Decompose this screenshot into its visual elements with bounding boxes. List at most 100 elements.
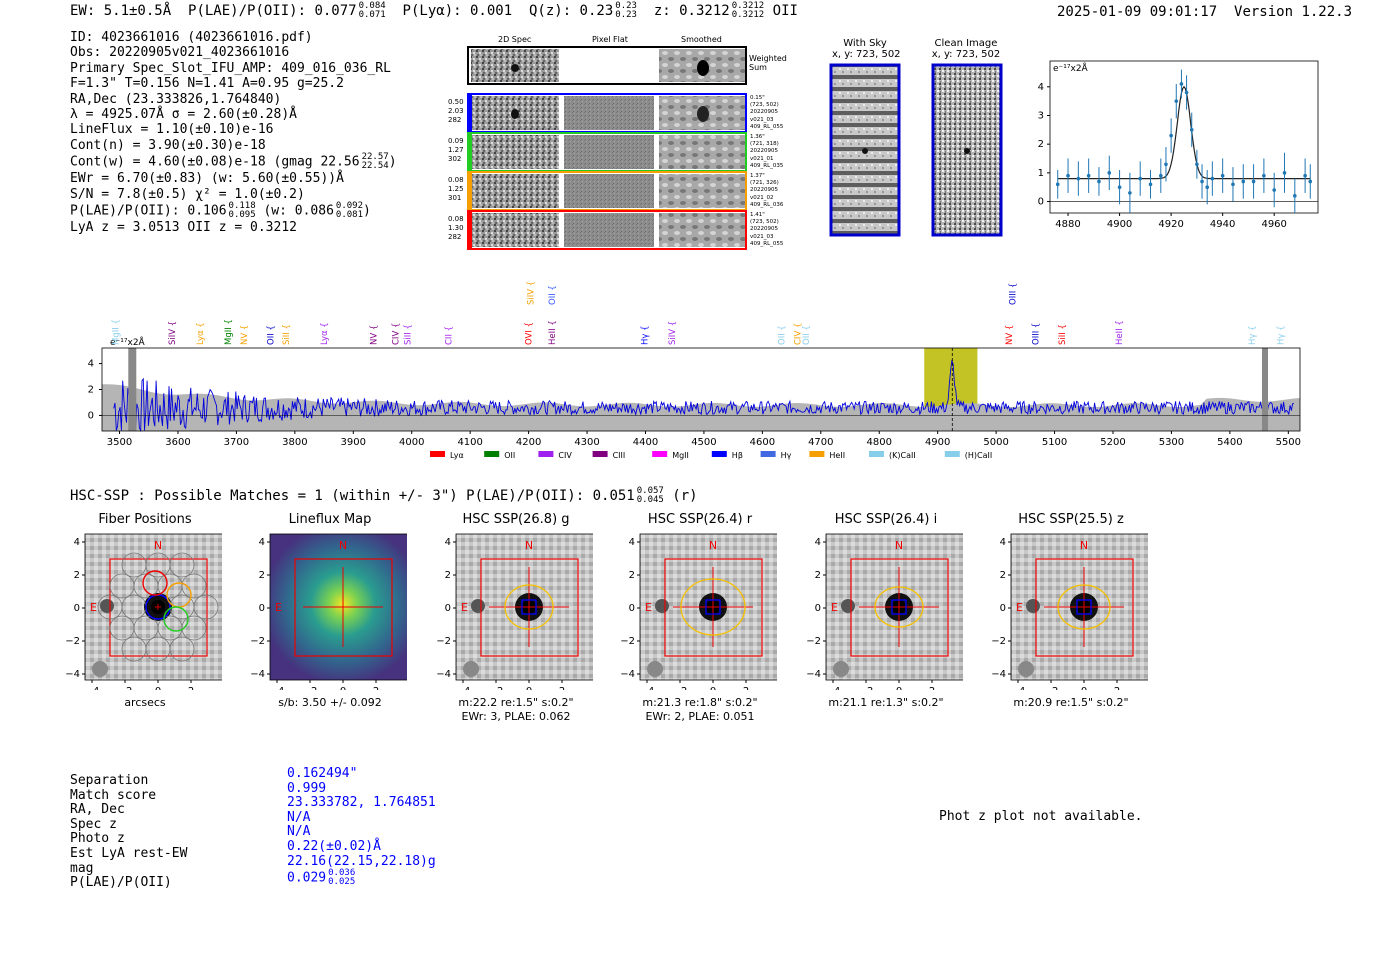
legend-label: MgII xyxy=(672,451,689,460)
spectral-line-label: CII { xyxy=(445,326,455,345)
fit-data-point xyxy=(1241,179,1246,184)
z-range: 0.3212 0.3212 xyxy=(731,1,765,20)
panel-xtick-label: −4 xyxy=(826,686,841,690)
plae-range: 0.084 0.071 xyxy=(358,1,386,20)
panel-xtick-label: −2 xyxy=(489,686,504,690)
east-label: E xyxy=(461,601,468,614)
clean-source xyxy=(964,148,970,154)
version: Version 1.22.3 xyxy=(1234,4,1353,20)
east-label: E xyxy=(645,601,652,614)
legend-swatch xyxy=(652,451,668,457)
photz-note: Phot z plot not available. xyxy=(939,809,1143,824)
fit-data-point xyxy=(1195,162,1199,167)
fit-data-point xyxy=(1159,173,1163,178)
panel-xtick-label: 0 xyxy=(896,686,902,690)
cutout-right-values: 1.36" (721, 318) 20220905 v021_01 409_RL_035 xyxy=(750,134,784,169)
match-marker xyxy=(1076,599,1092,615)
hsc-panel-image: N E −4 −2 0 2 4 4 2 0 −2 −4 xyxy=(991,533,1148,690)
cutout-right-values: 0.15" (723, 502) 20220905 v021_03 409_RL_055 xyxy=(750,95,784,130)
match-labels: Separation Match score RA, Dec Spec z Photo … xyxy=(70,773,187,891)
panel-ytick-label: −2 xyxy=(65,636,80,647)
fiber-circle xyxy=(193,594,219,620)
cutout-grid xyxy=(467,46,747,250)
spectral-line-label: SiII { xyxy=(282,324,292,345)
fit-xtick-label: 4900 xyxy=(1107,219,1132,230)
panel-xtick-label: 2 xyxy=(743,686,749,690)
legend-swatch xyxy=(430,451,445,457)
panel-ytick-label: 2 xyxy=(815,570,821,581)
match-value: 0.162494" xyxy=(287,766,358,781)
match-label: Separation xyxy=(70,773,149,788)
spectrum-xtick-label: 3900 xyxy=(341,437,366,448)
hsc-panel-caption: s/b: 3.50 +/- 0.092 xyxy=(278,696,382,709)
spectral-line-label: SiII { xyxy=(1058,324,1068,345)
panel-xtick-label: −2 xyxy=(673,686,688,690)
match-value: 0.999 xyxy=(287,780,327,796)
legend-swatch xyxy=(944,451,960,457)
panel-ytick-label: 2 xyxy=(259,570,265,581)
fit-data-point xyxy=(1262,173,1266,178)
spectral-line-label: HeII { xyxy=(548,320,558,345)
east-label: E xyxy=(1016,601,1023,614)
panel-xtick-label: 0 xyxy=(1081,686,1087,690)
aperture-ellipse xyxy=(504,584,554,630)
panel-ytick-label: −4 xyxy=(991,669,1006,680)
fiber-green xyxy=(163,606,189,632)
panel-ytick-label: −4 xyxy=(436,669,451,680)
panel-ytick-label: 4 xyxy=(815,537,821,548)
panel-xtick-label: 0 xyxy=(155,686,161,690)
aperture-ellipse xyxy=(680,578,746,636)
north-label: N xyxy=(339,539,347,552)
with-sky-source xyxy=(862,148,868,154)
panel-ytick-label: 0 xyxy=(1000,603,1006,614)
fiber-circle xyxy=(109,615,135,641)
legend-label: Hγ xyxy=(781,451,792,460)
fit-axes-frame xyxy=(1049,60,1319,214)
cutout-smoothed xyxy=(659,135,745,169)
hsc-panel-title: Fiber Positions xyxy=(98,512,192,527)
north-label: N xyxy=(709,539,717,552)
spectrum-xtick-label: 4700 xyxy=(808,437,833,448)
hsc-panel-caption-2: EWr: 2, PLAE: 0.051 xyxy=(645,710,755,723)
cutout-smoothed xyxy=(659,213,745,247)
spectral-line-label: NV { xyxy=(370,325,380,345)
fiber-red xyxy=(142,570,168,596)
panel-xtick-label: 4 xyxy=(406,686,407,690)
panel-xtick-label: 2 xyxy=(929,686,935,690)
spectrum-line xyxy=(113,360,1294,433)
spectral-line-label: NV { xyxy=(1005,325,1015,345)
hsc-panel-image: + N E −4 −2 0 2 4 4 2 0 −2 −4 xyxy=(65,533,222,690)
fit-data-point xyxy=(1174,99,1179,103)
masked-region xyxy=(128,348,137,431)
spectral-line-label: MgII { xyxy=(224,319,234,345)
cutout-left-values: 0.50 2.03 282 xyxy=(448,98,464,124)
fit-data-point xyxy=(1179,82,1184,86)
masked-region xyxy=(1262,348,1269,431)
north-label: N xyxy=(1080,539,1088,552)
spectrum-xtick-label: 5400 xyxy=(1217,437,1242,448)
cutout-2d xyxy=(471,174,559,208)
east-label: E xyxy=(831,601,838,614)
fit-data-point xyxy=(1066,173,1070,178)
cutout-color-bar xyxy=(468,94,472,132)
neighbor-source xyxy=(655,599,669,613)
legend-label: CIII xyxy=(613,451,626,460)
spectral-line-label: OIII { xyxy=(1008,283,1018,305)
panel-xtick-label: 0 xyxy=(526,686,532,690)
match-label: mag xyxy=(70,860,94,876)
panel-ytick-label: −2 xyxy=(991,636,1006,647)
panel-ytick-label: 0 xyxy=(445,603,451,614)
spectrum-xtick-label: 3800 xyxy=(282,437,307,448)
z-line: OII xyxy=(772,3,798,19)
info-fiber: F=1.3" T=0.156 N=1.41 A=0.95 g=25.2 xyxy=(70,76,344,92)
cutout-color-bar xyxy=(468,133,472,171)
panel-ytick-label: 2 xyxy=(445,570,451,581)
fit-data-point xyxy=(1210,176,1215,181)
spectrum-xtick-label: 4100 xyxy=(457,437,482,448)
spectral-line-label: OIII { xyxy=(1031,323,1041,345)
weighted-2d-source xyxy=(511,64,519,72)
panel-xtick-label: 0 xyxy=(340,686,346,690)
hsc-panel-caption: m:20.9 re:1.5" s:0.2" xyxy=(1013,696,1129,709)
col-flat-label: Pixel Flat xyxy=(592,35,628,44)
legend-label: (H)CaII xyxy=(965,451,992,460)
